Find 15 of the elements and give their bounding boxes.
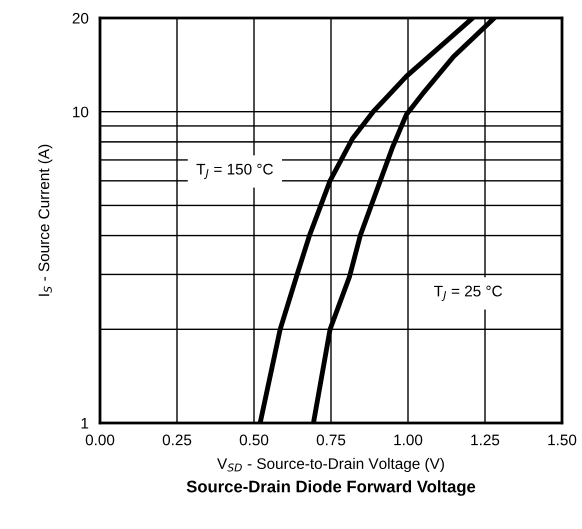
x-tick-label: 0.50: [240, 434, 268, 446]
y-axis-title: I$_{S}$ - Source Current (A): [38, 144, 52, 296]
x-tick-label: 0.00: [86, 434, 114, 446]
x-axis-title: V$_{SD}$ - Source-to-Drain Voltage (V): [217, 458, 444, 472]
x-tick-label: 1.50: [548, 434, 576, 446]
y-tick-label: 20: [72, 12, 88, 24]
y-tick-label: 1: [82, 418, 88, 429]
text: Source-Drain Diode Forward Voltage: [186, 480, 476, 496]
x-tick-label: 1.25: [471, 434, 500, 446]
annotation: T$_{J}$ = 25 °C: [434, 286, 502, 301]
x-tick-label: 1.00: [394, 434, 422, 446]
y-tick-label: 10: [73, 106, 88, 118]
annotation: T$_{J}$ = 150 °C: [196, 164, 273, 180]
x-tick-label: 0.25: [162, 434, 192, 446]
x-tick-label: 0.75: [316, 434, 346, 446]
